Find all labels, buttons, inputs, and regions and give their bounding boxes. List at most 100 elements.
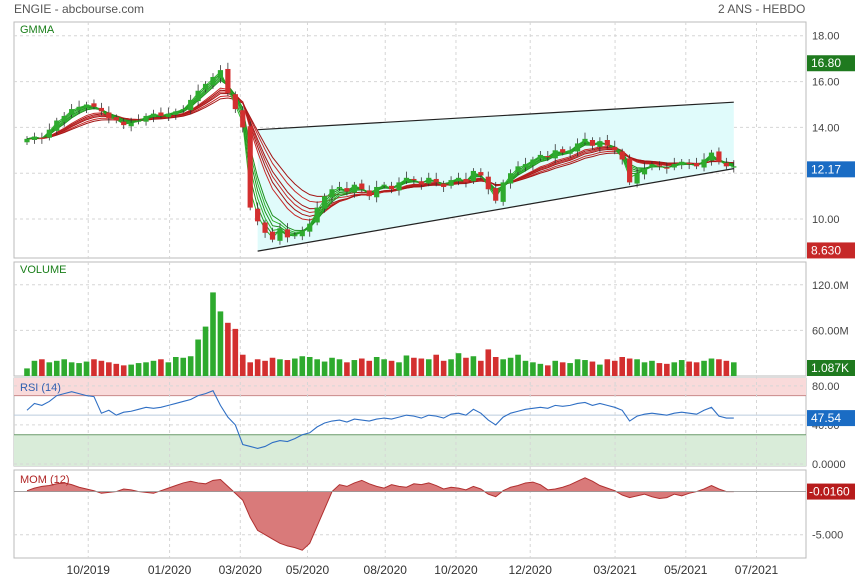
candle-body — [515, 166, 521, 173]
volume-bar — [478, 360, 484, 376]
price-tick-label: 16.00 — [812, 77, 840, 89]
price-badge — [807, 242, 855, 259]
candle-body — [284, 229, 290, 238]
candle-body — [225, 68, 231, 94]
volume-bar — [626, 358, 633, 376]
volume-bar — [98, 360, 105, 376]
volume-bar — [39, 359, 45, 376]
candle-body — [574, 143, 581, 152]
volume-tick-label: 60.00M — [812, 325, 849, 337]
volume-bar — [239, 354, 246, 376]
volume-bar — [470, 356, 477, 376]
volume-bar — [403, 355, 410, 376]
x-tick-label: 10/2020 — [434, 563, 478, 577]
candle-body — [351, 184, 357, 193]
candle-body — [604, 140, 610, 146]
candle-body — [180, 109, 186, 111]
candle-body — [708, 152, 715, 161]
x-tick-label: 05/2020 — [286, 563, 330, 577]
volume-bar — [158, 359, 164, 376]
volume-bar — [678, 360, 685, 376]
candle-body — [530, 159, 536, 166]
rsi-badge-label: 47.54 — [811, 411, 841, 425]
candle-body — [641, 168, 648, 175]
candle-body — [582, 138, 588, 143]
volume-bar — [202, 326, 209, 376]
rsi-badge — [807, 410, 855, 427]
volume-bar — [545, 365, 551, 376]
candle-body — [560, 149, 566, 153]
candle-body — [136, 120, 142, 122]
candle-body — [240, 110, 246, 128]
candle-body — [455, 177, 462, 182]
volume-bar — [113, 363, 120, 376]
momentum-panel-frame — [13, 469, 807, 559]
momentum-badge-label: -0.0160 — [809, 485, 850, 499]
candle-body — [69, 109, 75, 115]
volume-bar — [500, 359, 506, 376]
volume-bar — [366, 360, 373, 376]
volume-bar — [359, 358, 365, 376]
candle-body — [701, 159, 707, 168]
volume-bar — [708, 358, 715, 376]
candle-body — [374, 186, 380, 198]
volume-bar — [425, 359, 432, 376]
volume-panel-frame — [13, 261, 807, 377]
x-tick-label: 10/2019 — [67, 563, 111, 577]
volume-bar — [448, 359, 454, 376]
candle-body — [634, 173, 640, 184]
candle-body — [61, 115, 67, 122]
volume-bar — [299, 356, 306, 376]
volume-bar — [440, 360, 447, 376]
candle-body — [619, 151, 625, 160]
volume-bar — [262, 360, 268, 376]
volume-bar — [180, 357, 187, 376]
volume-bar — [396, 362, 402, 376]
volume-bar — [254, 359, 261, 376]
volume-bar — [649, 360, 655, 376]
volume-bar — [284, 360, 291, 376]
candle-body — [210, 76, 216, 86]
volume-bar — [46, 362, 53, 376]
candle-body — [292, 235, 298, 237]
volume-bar — [411, 357, 417, 376]
volume-bar — [314, 359, 320, 376]
candle-body — [470, 170, 476, 182]
rsi-tick-label: 80.00 — [812, 381, 840, 393]
rsi-overbought-zone — [14, 378, 806, 396]
candle-body — [694, 162, 700, 167]
candle-body — [128, 122, 134, 127]
volume-bar — [76, 363, 82, 376]
x-tick-label: 05/2021 — [664, 563, 708, 577]
volume-bar — [53, 360, 60, 376]
rsi-title: RSI (14) — [20, 382, 61, 394]
candle-body — [217, 70, 224, 79]
x-tick-label: 08/2020 — [364, 563, 408, 577]
volume-bar — [433, 354, 439, 376]
volume-bar — [559, 362, 566, 376]
volume-bar — [173, 357, 179, 376]
volume-bar — [530, 362, 536, 376]
candle-body — [396, 182, 402, 191]
candle-body — [113, 117, 119, 121]
candle-body — [686, 162, 692, 165]
candle-body — [478, 172, 484, 176]
volume-bar — [723, 360, 730, 376]
momentum-title: MOM (12) — [20, 474, 70, 486]
candle-body — [202, 83, 209, 90]
candle-body — [143, 115, 149, 122]
volume-bar — [597, 364, 603, 376]
candle-body — [173, 111, 179, 115]
candle-body — [158, 112, 164, 116]
candle-body — [627, 158, 633, 183]
volume-bar — [686, 361, 692, 376]
x-tick-label: 12/2020 — [509, 563, 553, 577]
candle-body — [232, 94, 238, 110]
volume-bar — [292, 358, 298, 376]
volume-bar — [492, 357, 499, 376]
volume-bar — [701, 360, 707, 376]
candle-body — [121, 121, 127, 126]
x-tick-label: 03/2020 — [219, 563, 263, 577]
volume-bar — [567, 363, 573, 376]
